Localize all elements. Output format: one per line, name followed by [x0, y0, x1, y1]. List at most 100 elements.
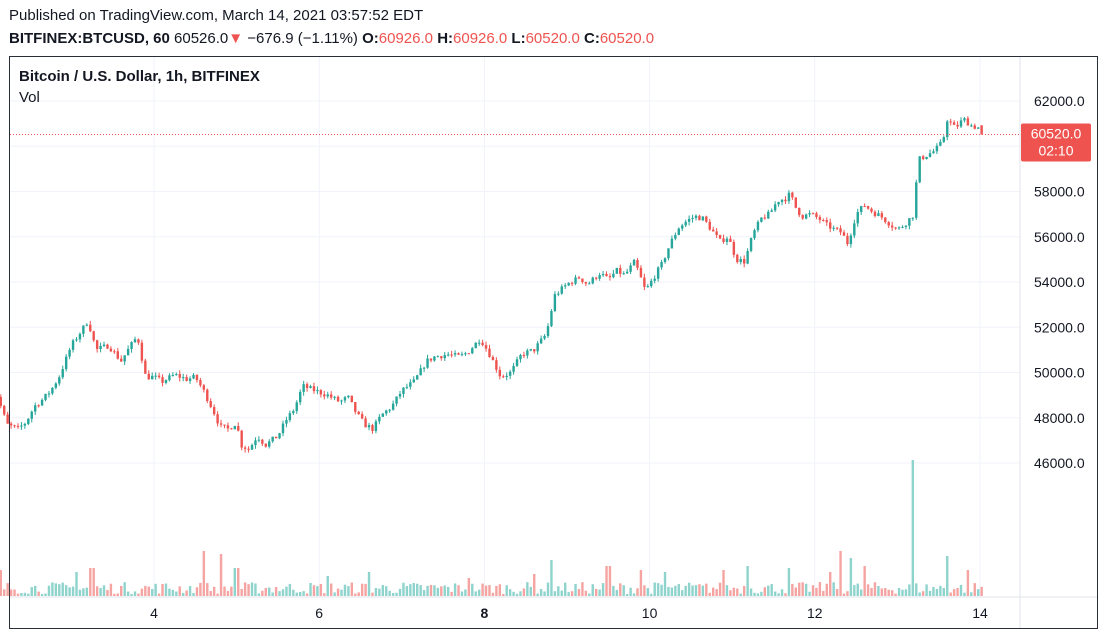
candle-body	[663, 258, 667, 263]
volume-bar	[674, 585, 677, 596]
candle-body	[285, 420, 288, 424]
candle-body	[116, 351, 119, 359]
candle	[464, 351, 467, 356]
candle-body	[278, 433, 281, 439]
volume-bar	[791, 583, 794, 596]
volume-bar	[319, 583, 323, 596]
candle-body	[261, 439, 264, 444]
candle	[622, 271, 625, 275]
candle-body	[853, 223, 856, 236]
volume-bar	[608, 566, 612, 596]
x-tick-label: 4	[150, 605, 158, 621]
candle	[216, 411, 219, 427]
candle	[928, 149, 932, 158]
volume-bar	[829, 572, 832, 596]
candle	[467, 352, 471, 355]
candle	[347, 395, 350, 399]
volume-bar	[942, 587, 945, 596]
volume-bar	[681, 590, 684, 596]
candle	[550, 309, 553, 328]
candle-body	[574, 277, 577, 284]
candle-body	[722, 238, 725, 242]
volume-bar	[343, 584, 347, 596]
candle	[219, 419, 223, 428]
volume-bar	[949, 592, 952, 596]
volume-bar	[354, 593, 357, 596]
candle-body	[849, 235, 853, 245]
volume-bar	[639, 570, 643, 596]
volume-bar	[832, 582, 835, 596]
candle	[890, 221, 894, 231]
volume-bar	[959, 584, 963, 596]
volume-bar	[643, 585, 646, 596]
candle-body	[254, 440, 257, 446]
candle-body	[529, 349, 532, 351]
candle-body	[901, 226, 904, 228]
open-label: O:	[362, 30, 379, 47]
volume-bar	[653, 582, 656, 596]
candle	[312, 382, 316, 394]
candle-body	[825, 220, 828, 223]
candle-body	[381, 413, 385, 417]
candle	[818, 214, 822, 224]
candle-body	[357, 411, 360, 415]
volume-bar	[691, 585, 694, 596]
candle-body	[625, 271, 629, 274]
volume-bar	[9, 589, 13, 596]
volume-bar	[884, 588, 887, 596]
candle-body	[319, 390, 323, 395]
volume-bar	[409, 584, 412, 596]
candle	[915, 179, 918, 220]
candle	[237, 422, 240, 432]
candle-body	[161, 377, 164, 383]
candle	[230, 427, 233, 430]
candle-body	[498, 369, 502, 377]
candle	[426, 354, 429, 369]
candle	[925, 156, 928, 160]
candle-body	[467, 353, 471, 355]
volume-bar	[398, 588, 402, 596]
candle-body	[140, 342, 144, 361]
volume-bar	[650, 593, 653, 596]
volume-bar	[932, 587, 935, 596]
candle-body	[791, 192, 794, 198]
candle-body	[257, 439, 261, 441]
volume-bar	[340, 589, 343, 596]
candle-body	[68, 349, 71, 357]
volume-bar	[154, 583, 157, 596]
candle	[6, 411, 9, 424]
candle	[553, 291, 557, 313]
volume-bar	[175, 591, 178, 596]
candle	[274, 436, 278, 439]
candle-body	[395, 396, 398, 404]
candle	[92, 330, 95, 343]
volume-bar	[863, 566, 866, 596]
candle	[446, 351, 450, 357]
volume-bar	[61, 582, 64, 596]
candle-body	[835, 227, 839, 229]
volume-bar	[113, 593, 116, 596]
candle-body	[398, 394, 402, 397]
volume-bar	[68, 587, 71, 596]
candle	[866, 205, 870, 210]
volume-bar	[416, 583, 419, 596]
candle	[364, 416, 367, 428]
candle	[505, 372, 508, 381]
volume-bar	[849, 558, 853, 596]
volume-bar	[794, 587, 798, 596]
volume-bar	[264, 587, 267, 596]
candle	[202, 383, 206, 393]
candle	[605, 271, 608, 277]
candle-body	[505, 375, 508, 378]
volume-bar	[495, 585, 498, 596]
candle	[822, 218, 825, 222]
price-axis[interactable]: 46000.0 48000.0 50000.0 52000.0 54000.0 56000…	[1034, 93, 1085, 471]
candle-body	[391, 403, 395, 410]
candle	[767, 209, 770, 219]
candle	[801, 214, 804, 220]
candle	[835, 227, 839, 231]
candle-body	[539, 338, 543, 344]
candle	[329, 391, 333, 400]
time-axis[interactable]: 4 6 8 10 12 14	[150, 605, 988, 621]
